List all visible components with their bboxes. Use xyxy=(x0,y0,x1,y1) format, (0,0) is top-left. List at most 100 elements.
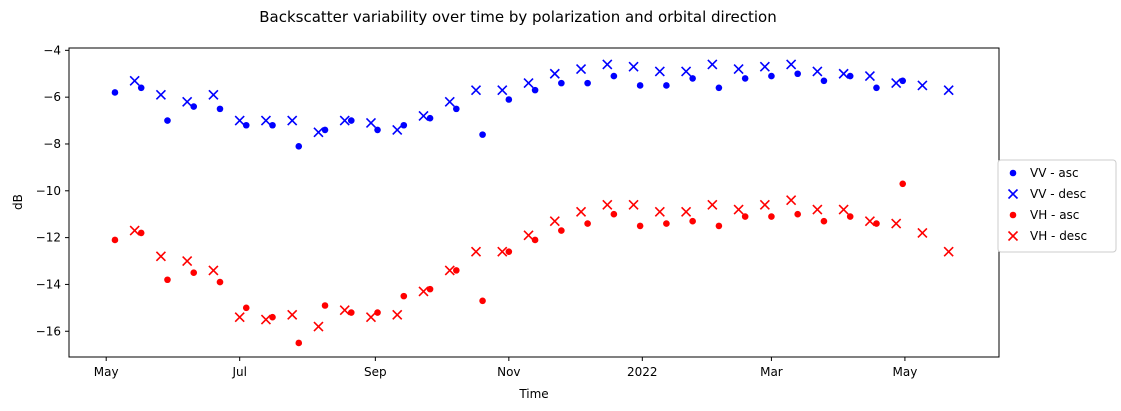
point-vv-desc-28 xyxy=(864,71,875,82)
point-vh-desc-27 xyxy=(838,204,849,215)
point-vv-desc-24 xyxy=(759,61,770,72)
point-vv-desc-18 xyxy=(602,59,613,70)
x-tick-label-0: May xyxy=(94,365,119,379)
point-vh-desc-24 xyxy=(759,199,770,210)
y-tick-label-5: −6 xyxy=(43,90,61,104)
point-vh-asc-21 xyxy=(663,220,670,227)
point-vv-asc-13 xyxy=(453,105,460,113)
point-vh-asc-25 xyxy=(768,213,775,220)
point-vv-asc-3 xyxy=(190,103,198,110)
point-vh-desc-23 xyxy=(733,204,744,215)
legend: VV - asc VV - desc VH - asc VH - desc xyxy=(997,159,1117,253)
point-vv-desc-5 xyxy=(260,115,272,126)
point-vh-asc-22 xyxy=(689,217,696,225)
plot-area-frame xyxy=(68,47,1000,358)
point-vv-asc-24 xyxy=(741,75,749,82)
point-vh-desc-7 xyxy=(313,321,324,332)
point-vh-desc-4 xyxy=(234,312,245,323)
point-vh-asc-14 xyxy=(479,297,486,305)
point-vv-desc-4 xyxy=(234,115,245,126)
chart-title: Backscatter variability over time by pol… xyxy=(259,8,777,26)
point-vh-desc-19 xyxy=(628,199,639,210)
y-tick-label-4: −8 xyxy=(43,137,61,151)
point-vv-desc-3 xyxy=(208,89,219,100)
point-vh-asc-5 xyxy=(242,304,250,312)
point-vv-asc-25 xyxy=(768,72,775,80)
x-tick-label-2: Sep xyxy=(364,365,387,379)
point-vv-asc-0 xyxy=(111,89,119,96)
point-vv-desc-16 xyxy=(549,68,560,79)
legend-label-vh-asc: VH - asc xyxy=(1030,208,1079,222)
point-vv-desc-29 xyxy=(891,78,902,89)
point-vv-desc-23 xyxy=(733,64,744,75)
point-vh-desc-9 xyxy=(365,312,377,323)
point-vv-desc-20 xyxy=(654,66,665,77)
point-vh-asc-24 xyxy=(741,213,749,220)
point-vh-desc-5 xyxy=(260,314,272,325)
point-vv-asc-26 xyxy=(794,70,801,78)
point-vh-asc-0 xyxy=(111,236,119,244)
y-tick-label-0: −16 xyxy=(36,324,61,338)
point-vv-desc-9 xyxy=(365,117,377,128)
point-vh-asc-15 xyxy=(505,248,513,255)
point-vh-desc-31 xyxy=(943,246,954,257)
x-axis-label: Time xyxy=(518,387,548,401)
point-vv-asc-1 xyxy=(137,84,145,92)
point-vv-desc-27 xyxy=(838,68,849,79)
point-vv-desc-19 xyxy=(628,61,639,72)
y-axis: −16 −14 −12 −10 −8 −6 −4 xyxy=(36,43,69,338)
point-vh-asc-13 xyxy=(453,267,460,274)
point-vh-desc-30 xyxy=(917,227,928,238)
legend-marker-vv-desc xyxy=(1007,188,1019,200)
point-vh-desc-13 xyxy=(470,246,482,257)
point-vh-desc-10 xyxy=(392,309,403,320)
point-vv-desc-12 xyxy=(444,96,455,107)
point-vv-desc-22 xyxy=(707,59,718,70)
point-vv-desc-25 xyxy=(786,59,797,70)
point-vh-asc-11 xyxy=(400,292,408,300)
point-vh-asc-20 xyxy=(636,222,644,230)
point-vh-desc-28 xyxy=(864,216,875,227)
point-vh-asc-17 xyxy=(558,227,565,234)
point-vh-desc-11 xyxy=(418,286,429,297)
point-vh-desc-6 xyxy=(287,309,298,320)
point-vh-desc-1 xyxy=(155,251,166,262)
point-vh-asc-4 xyxy=(216,278,224,286)
point-vv-desc-11 xyxy=(418,110,429,121)
point-vv-asc-2 xyxy=(164,117,171,124)
point-vv-desc-21 xyxy=(681,66,692,77)
x-tick-label-5: Mar xyxy=(760,365,783,379)
y-axis-label: dB xyxy=(11,194,25,210)
point-vv-desc-15 xyxy=(523,78,534,89)
point-vh-asc-2 xyxy=(164,276,171,284)
point-vh-desc-26 xyxy=(812,204,823,215)
point-vv-asc-27 xyxy=(820,77,828,85)
point-vv-asc-18 xyxy=(584,79,591,87)
point-vh-desc-21 xyxy=(681,206,692,217)
point-vv-asc-19 xyxy=(610,72,618,80)
point-vv-asc-21 xyxy=(663,82,670,89)
point-vh-desc-29 xyxy=(891,218,902,229)
legend-marker-vv-asc xyxy=(1009,169,1017,177)
point-vh-desc-14 xyxy=(497,246,508,257)
y-tick-label-3: −10 xyxy=(36,184,61,198)
point-vv-asc-6 xyxy=(269,121,276,129)
point-vh-desc-8 xyxy=(339,305,350,316)
legend-label-vh-desc: VH - desc xyxy=(1030,229,1087,243)
point-vv-asc-10 xyxy=(374,126,381,134)
point-vh-desc-2 xyxy=(182,255,193,267)
point-vh-asc-18 xyxy=(584,220,591,227)
legend-label-vv-desc: VV - desc xyxy=(1030,187,1086,201)
point-vh-asc-27 xyxy=(820,217,828,225)
point-vv-asc-20 xyxy=(636,82,644,89)
point-vv-asc-16 xyxy=(531,86,539,94)
point-vv-asc-23 xyxy=(715,84,723,92)
point-vv-asc-4 xyxy=(216,105,224,113)
point-vh-asc-19 xyxy=(610,210,618,218)
point-vh-desc-17 xyxy=(575,206,587,217)
point-vv-desc-0 xyxy=(129,75,140,86)
point-vh-asc-26 xyxy=(794,210,801,218)
point-vv-asc-14 xyxy=(479,131,486,138)
point-vv-desc-13 xyxy=(470,85,482,96)
